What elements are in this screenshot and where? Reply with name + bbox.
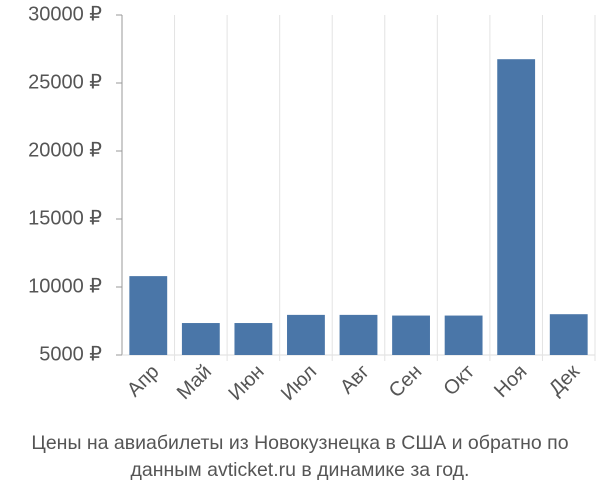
- chart: 5000 ₽ 10000 ₽ 15000 ₽ 20000 ₽ 25000 ₽ 30000 …: [28, 3, 596, 405]
- x-tick-label: Июн: [225, 361, 269, 405]
- x-tick-label: Авг: [336, 361, 374, 399]
- y-tick-label: 5000 ₽: [39, 343, 102, 365]
- y-tick-label: 20000 ₽: [28, 139, 102, 161]
- bar: [339, 314, 378, 355]
- bar: [129, 276, 168, 355]
- chart-title: Цены на авиабилеты из Новокузнецка в США…: [31, 432, 569, 481]
- x-tick-label: Дек: [545, 361, 584, 400]
- x-tick-label: Май: [173, 361, 216, 404]
- x-tick-label: Окт: [439, 361, 478, 400]
- bar: [392, 315, 430, 355]
- bar: [444, 315, 483, 355]
- y-tick-label: 15000 ₽: [28, 207, 102, 229]
- bar: [549, 314, 588, 355]
- bar: [287, 314, 325, 355]
- x-tick-label: Апр: [123, 361, 164, 402]
- y-tick-label: 25000 ₽: [28, 71, 102, 93]
- bar: [234, 323, 273, 355]
- y-tick-label: 10000 ₽: [28, 275, 102, 297]
- x-tick-label: Июл: [277, 361, 321, 405]
- bar: [181, 323, 220, 355]
- bar: [497, 59, 536, 355]
- x-tick-label: Сен: [385, 361, 426, 402]
- x-tick-label: Ноя: [490, 361, 531, 402]
- y-tick-label: 30000 ₽: [28, 3, 102, 25]
